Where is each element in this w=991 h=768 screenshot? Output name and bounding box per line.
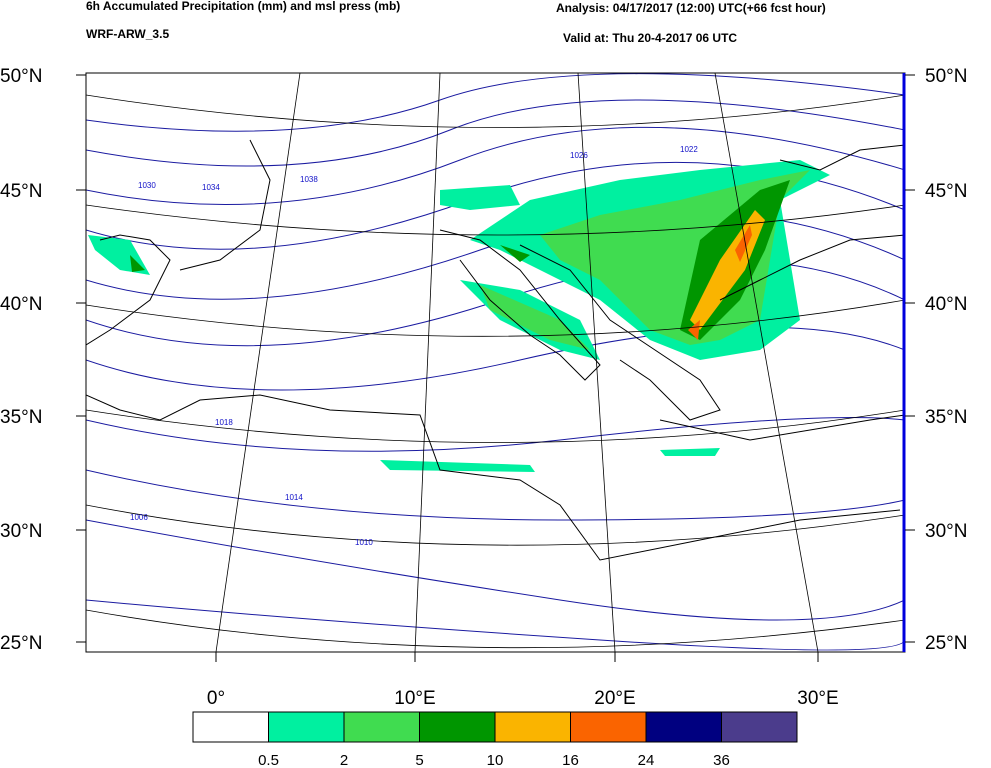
legend-swatch xyxy=(192,711,269,743)
axis-labels: 50°N 50°N 45°N 45°N 40°N 40°N 35°N 35°N 30°N 30°N… xyxy=(0,66,967,709)
analysis: Analysis: 04/17/2017 (12:00) UTC(+66 fcs… xyxy=(556,1,826,15)
isobar-label: 1010 xyxy=(355,538,373,547)
lat-label: 45°N xyxy=(0,181,42,202)
legend-label: 24 xyxy=(638,752,655,768)
lon-label: 20°E xyxy=(594,688,635,709)
model: WRF-ARW_3.5 xyxy=(86,27,169,41)
lat-label: 35°N xyxy=(0,407,42,428)
isobar-label: 1006 xyxy=(130,513,148,522)
lon-label: 0° xyxy=(207,688,225,709)
isobar-label: 1026 xyxy=(570,151,588,160)
legend-swatch xyxy=(570,711,647,743)
legend-label: 0.5 xyxy=(258,752,279,768)
lon-label: 10°E xyxy=(394,688,435,709)
map-frame xyxy=(85,72,906,653)
lat-label: 40°N xyxy=(0,294,42,315)
precipitation xyxy=(88,160,830,472)
lat-label: 50°N xyxy=(0,66,42,87)
lon-label: 30°E xyxy=(797,688,838,709)
legend-swatch xyxy=(721,711,798,743)
legend-swatch xyxy=(268,711,345,743)
isobar-label: 1018 xyxy=(215,418,233,427)
legend-swatch xyxy=(343,711,420,743)
isobar-label: 1022 xyxy=(680,145,698,154)
lat-label: 25°N xyxy=(0,633,42,654)
graticule xyxy=(86,73,905,652)
lat-label: 40°N xyxy=(925,294,967,315)
lat-label: 50°N xyxy=(925,66,967,87)
lat-label: 30°N xyxy=(925,521,967,542)
title: 6h Accumulated Precipitation (mm) and ms… xyxy=(86,0,400,13)
coastlines xyxy=(86,139,905,561)
legend-label: 36 xyxy=(713,752,730,768)
lat-label: 45°N xyxy=(925,181,967,202)
legend-label: 2 xyxy=(340,752,348,768)
isobar-label: 1030 xyxy=(138,181,156,190)
legend-swatch xyxy=(419,711,496,743)
valid-time: Valid at: Thu 20-4-2017 06 UTC xyxy=(563,31,737,45)
legend-swatch xyxy=(645,711,722,743)
lat-label: 30°N xyxy=(0,521,42,542)
isobar-label: 1034 xyxy=(202,183,220,192)
legend-label: 16 xyxy=(562,752,579,768)
lat-label: 35°N xyxy=(925,407,967,428)
legend: 0.5 2 5 10 16 24 36 xyxy=(192,711,798,768)
isobar-label: 1038 xyxy=(300,175,318,184)
legend-label: 5 xyxy=(415,752,423,768)
map-area: 1038 1034 1030 1026 1022 1018 1014 1010 … xyxy=(86,73,905,652)
isobar-label: 1014 xyxy=(285,493,303,502)
legend-swatch xyxy=(494,711,571,743)
lat-label: 25°N xyxy=(925,633,967,654)
legend-label: 10 xyxy=(487,752,504,768)
